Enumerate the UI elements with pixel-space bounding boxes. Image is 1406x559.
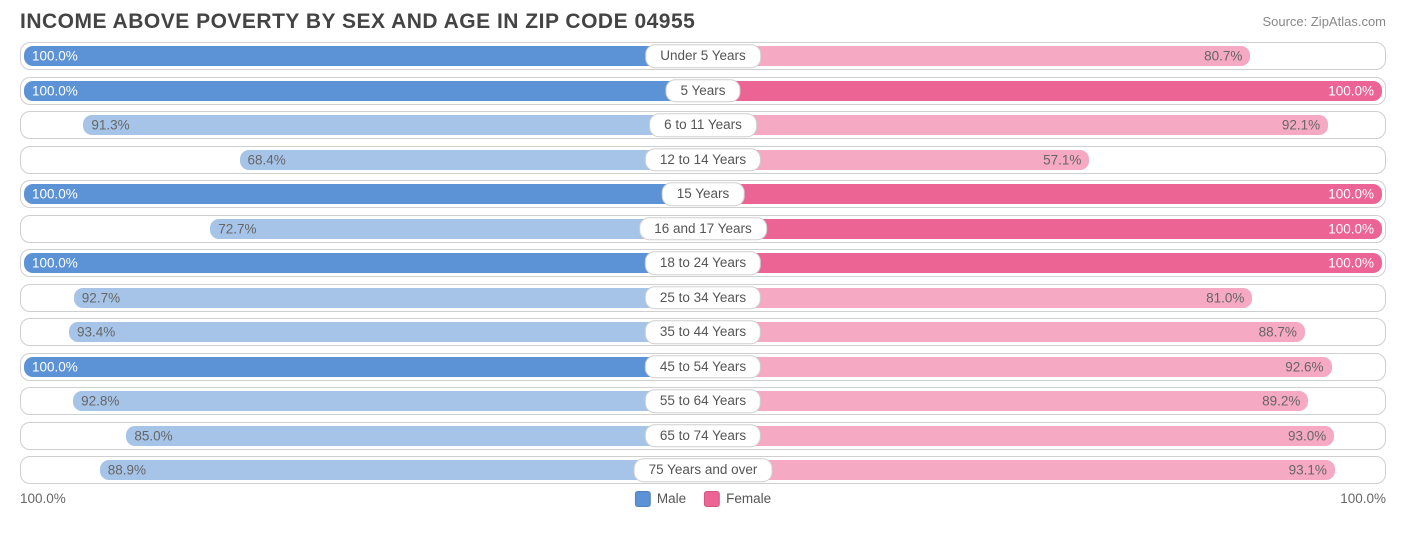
category-label: 65 to 74 Years bbox=[645, 424, 761, 448]
female-bar: 92.1% bbox=[703, 115, 1328, 135]
male-bar-label: 100.0% bbox=[32, 83, 78, 98]
category-label: 35 to 44 Years bbox=[645, 320, 761, 344]
legend-male: Male bbox=[635, 491, 686, 507]
legend-female: Female bbox=[704, 491, 771, 507]
male-bar: 100.0% bbox=[24, 357, 703, 377]
female-bar-label: 92.1% bbox=[1282, 118, 1320, 133]
female-bar-label: 100.0% bbox=[1328, 221, 1374, 236]
male-bar: 92.7% bbox=[74, 288, 703, 308]
male-bar-label: 100.0% bbox=[32, 187, 78, 202]
male-bar-label: 100.0% bbox=[32, 359, 78, 374]
female-bar: 92.6% bbox=[703, 357, 1332, 377]
female-bar-label: 81.0% bbox=[1206, 290, 1244, 305]
female-bar: 88.7% bbox=[703, 322, 1305, 342]
male-bar-label: 100.0% bbox=[32, 49, 78, 64]
male-bar: 85.0% bbox=[126, 426, 703, 446]
male-bar: 100.0% bbox=[24, 253, 703, 273]
female-bar: 93.0% bbox=[703, 426, 1334, 446]
male-bar: 100.0% bbox=[24, 81, 703, 101]
female-bar: 100.0% bbox=[703, 219, 1382, 239]
swatch-male bbox=[635, 491, 651, 507]
male-bar: 91.3% bbox=[83, 115, 703, 135]
male-bar: 100.0% bbox=[24, 184, 703, 204]
male-bar: 88.9% bbox=[100, 460, 703, 480]
legend-male-label: Male bbox=[657, 491, 686, 506]
female-bar-label: 80.7% bbox=[1204, 49, 1242, 64]
male-bar-label: 68.4% bbox=[248, 152, 286, 167]
chart-source: Source: ZipAtlas.com bbox=[1262, 10, 1386, 29]
female-bar-label: 100.0% bbox=[1328, 187, 1374, 202]
male-bar: 100.0% bbox=[24, 46, 703, 66]
category-label: 12 to 14 Years bbox=[645, 148, 761, 172]
female-bar: 81.0% bbox=[703, 288, 1252, 308]
male-bar: 68.4% bbox=[240, 150, 703, 170]
male-bar: 72.7% bbox=[210, 219, 703, 239]
axis-row: 100.0% Male Female 100.0% bbox=[20, 491, 1386, 511]
female-bar: 100.0% bbox=[703, 253, 1382, 273]
male-bar: 93.4% bbox=[69, 322, 703, 342]
legend-female-label: Female bbox=[726, 491, 771, 506]
table-row: 88.9% 93.1% 75 Years and over bbox=[20, 456, 1386, 484]
female-bar: 80.7% bbox=[703, 46, 1250, 66]
table-row: 85.0% 93.0% 65 to 74 Years bbox=[20, 422, 1386, 450]
table-row: 68.4% 57.1% 12 to 14 Years bbox=[20, 146, 1386, 174]
female-bar-label: 92.6% bbox=[1285, 359, 1323, 374]
female-bar: 93.1% bbox=[703, 460, 1335, 480]
category-label: 5 Years bbox=[665, 79, 740, 103]
female-bar-label: 100.0% bbox=[1328, 256, 1374, 271]
male-bar-label: 100.0% bbox=[32, 256, 78, 271]
female-bar: 100.0% bbox=[703, 81, 1382, 101]
male-bar: 92.8% bbox=[73, 391, 703, 411]
male-bar-label: 92.8% bbox=[81, 394, 119, 409]
category-label: 75 Years and over bbox=[634, 458, 773, 482]
chart-title: INCOME ABOVE POVERTY BY SEX AND AGE IN Z… bbox=[20, 10, 695, 34]
axis-left-label: 100.0% bbox=[20, 491, 66, 506]
female-bar-label: 89.2% bbox=[1262, 394, 1300, 409]
female-bar: 57.1% bbox=[703, 150, 1089, 170]
male-bar-label: 88.9% bbox=[108, 463, 146, 478]
male-bar-label: 92.7% bbox=[82, 290, 120, 305]
female-bar-label: 93.1% bbox=[1289, 463, 1327, 478]
table-row: 92.8% 89.2% 55 to 64 Years bbox=[20, 387, 1386, 415]
category-label: 6 to 11 Years bbox=[649, 113, 757, 137]
axis-right-label: 100.0% bbox=[1340, 491, 1386, 506]
table-row: 100.0% 100.0% 18 to 24 Years bbox=[20, 249, 1386, 277]
table-row: 91.3% 92.1% 6 to 11 Years bbox=[20, 111, 1386, 139]
table-row: 100.0% 80.7% Under 5 Years bbox=[20, 42, 1386, 70]
table-row: 100.0% 100.0% 5 Years bbox=[20, 77, 1386, 105]
diverging-bar-chart: 100.0% 80.7% Under 5 Years 100.0% 100.0% 5 Ye… bbox=[0, 42, 1406, 484]
female-bar-label: 93.0% bbox=[1288, 428, 1326, 443]
table-row: 92.7% 81.0% 25 to 34 Years bbox=[20, 284, 1386, 312]
category-label: 18 to 24 Years bbox=[645, 251, 761, 275]
table-row: 100.0% 92.6% 45 to 54 Years bbox=[20, 353, 1386, 381]
category-label: 15 Years bbox=[662, 182, 745, 206]
male-bar-label: 93.4% bbox=[77, 325, 115, 340]
table-row: 100.0% 100.0% 15 Years bbox=[20, 180, 1386, 208]
swatch-female bbox=[704, 491, 720, 507]
table-row: 93.4% 88.7% 35 to 44 Years bbox=[20, 318, 1386, 346]
legend: Male Female bbox=[635, 491, 771, 507]
category-label: 45 to 54 Years bbox=[645, 355, 761, 379]
male-bar-label: 72.7% bbox=[218, 221, 256, 236]
category-label: 16 and 17 Years bbox=[639, 217, 767, 241]
table-row: 72.7% 100.0% 16 and 17 Years bbox=[20, 215, 1386, 243]
category-label: 55 to 64 Years bbox=[645, 389, 761, 413]
male-bar-label: 91.3% bbox=[91, 118, 129, 133]
category-label: Under 5 Years bbox=[645, 44, 761, 68]
female-bar: 100.0% bbox=[703, 184, 1382, 204]
male-bar-label: 85.0% bbox=[134, 428, 172, 443]
female-bar: 89.2% bbox=[703, 391, 1308, 411]
female-bar-label: 100.0% bbox=[1328, 83, 1374, 98]
female-bar-label: 57.1% bbox=[1043, 152, 1081, 167]
female-bar-label: 88.7% bbox=[1259, 325, 1297, 340]
category-label: 25 to 34 Years bbox=[645, 286, 761, 310]
